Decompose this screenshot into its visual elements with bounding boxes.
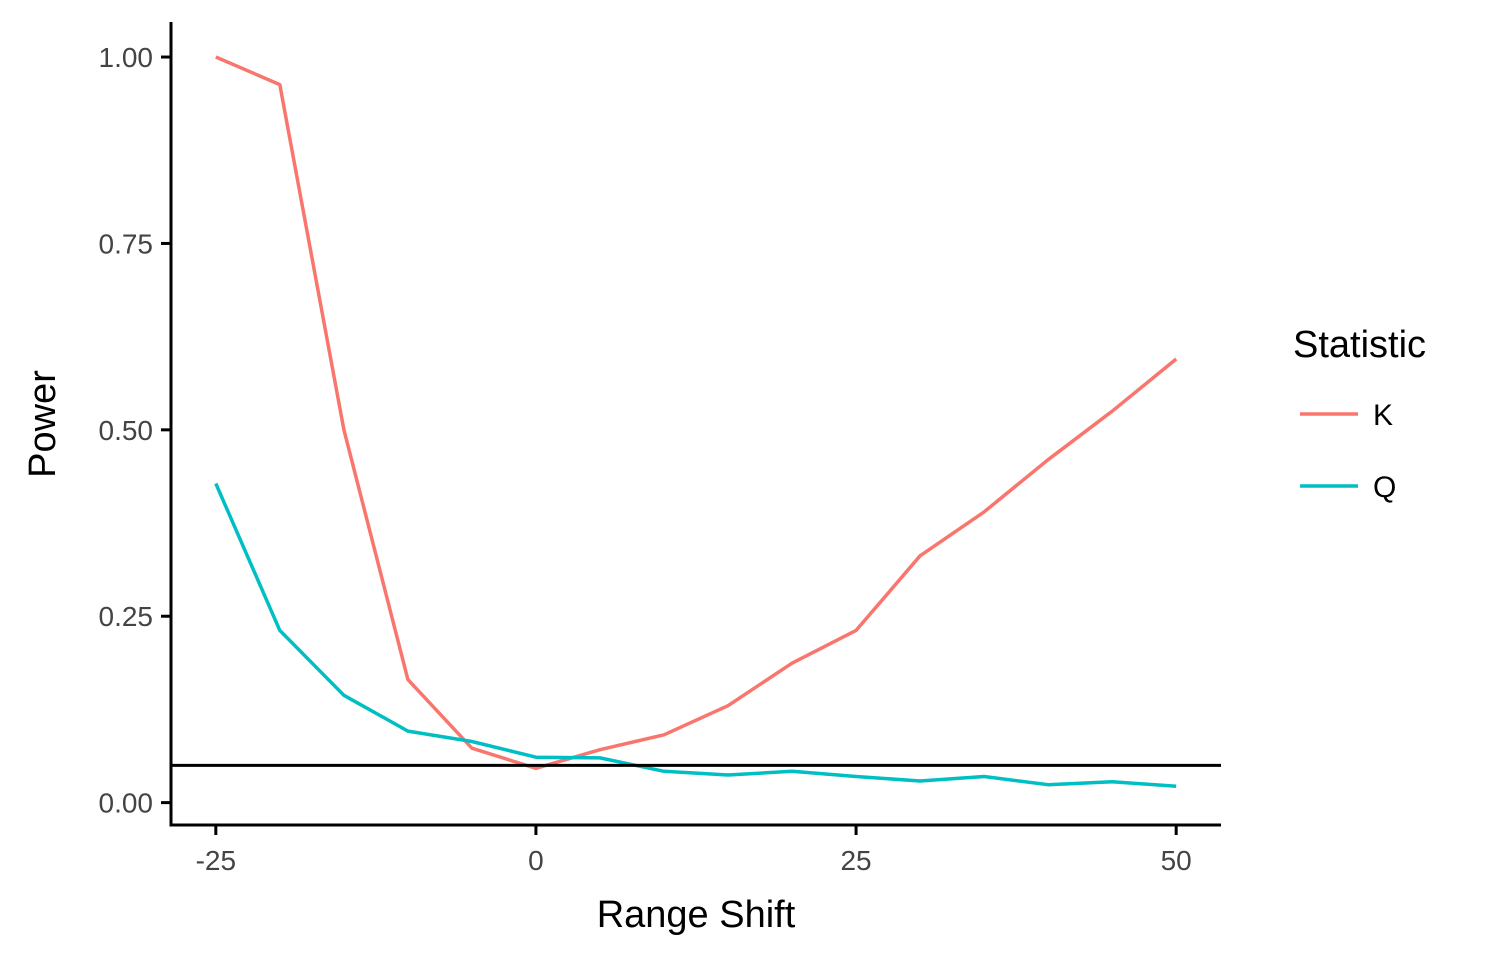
- x-tick-label: -25: [196, 845, 236, 876]
- x-tick-label: 25: [840, 845, 871, 876]
- legend-label-k: K: [1373, 399, 1393, 432]
- axes: 0.00 0.25 0.50 0.75 1.00 -25 0 25 50: [99, 22, 1221, 876]
- y-tick-label: 0.00: [99, 788, 154, 819]
- y-axis-title: Power: [22, 370, 64, 478]
- series-line-q: [214, 482, 1177, 788]
- legend: Statistic K Q: [1293, 324, 1426, 504]
- series-line-k: [215, 55, 1178, 771]
- legend-label-q: Q: [1373, 471, 1396, 504]
- plot-area: [171, 55, 1221, 788]
- legend-title: Statistic: [1293, 324, 1426, 366]
- y-tick-label: 0.25: [99, 601, 154, 632]
- x-tick-label: 0: [528, 845, 544, 876]
- y-tick-label: 1.00: [99, 42, 154, 73]
- y-tick-label: 0.50: [99, 415, 154, 446]
- x-tick-label: 50: [1161, 845, 1192, 876]
- y-tick-label: 0.75: [99, 228, 154, 259]
- x-axis-title: Range Shift: [597, 894, 796, 936]
